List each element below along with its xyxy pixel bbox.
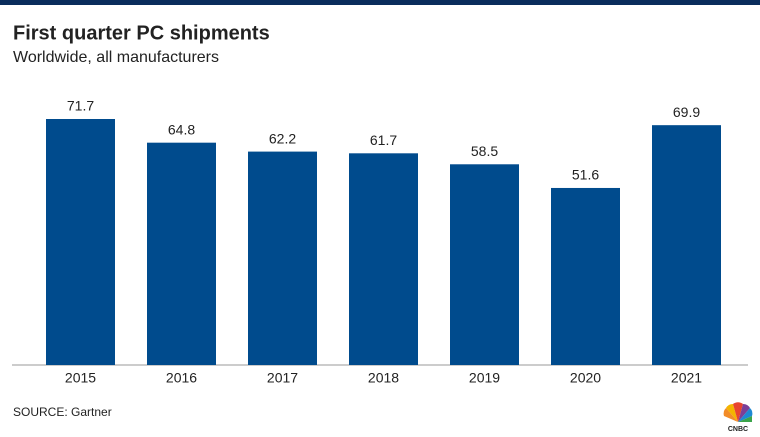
chart-title: First quarter PC shipments xyxy=(13,22,270,44)
bar xyxy=(46,119,115,365)
value-label: 71.7 xyxy=(67,98,94,114)
logo-text: CNBC xyxy=(728,426,748,433)
x-tick-label: 2017 xyxy=(267,370,298,386)
x-tick-label: 2021 xyxy=(671,370,702,386)
x-tick-label: 2020 xyxy=(570,370,601,386)
value-label: 62.2 xyxy=(269,130,296,146)
x-tick-label: 2018 xyxy=(368,370,399,386)
logo: CNBC xyxy=(723,402,753,433)
value-label: 64.8 xyxy=(168,121,195,137)
source: SOURCE: Gartner xyxy=(13,405,112,419)
chart-subtitle: Worldwide, all manufacturers xyxy=(13,49,219,66)
value-label: 51.6 xyxy=(572,167,599,183)
x-tick-label: 2019 xyxy=(469,370,500,386)
top-band xyxy=(0,0,760,5)
bar xyxy=(248,151,317,365)
x-tick-label: 2015 xyxy=(65,370,96,386)
value-label: 61.7 xyxy=(370,132,397,148)
bar xyxy=(147,142,216,365)
bar xyxy=(652,125,721,365)
x-tick-label: 2016 xyxy=(166,370,197,386)
value-label: 58.5 xyxy=(471,143,498,159)
bar xyxy=(349,153,418,365)
bar xyxy=(450,164,519,365)
bar xyxy=(551,187,620,365)
value-label: 69.9 xyxy=(673,104,700,120)
